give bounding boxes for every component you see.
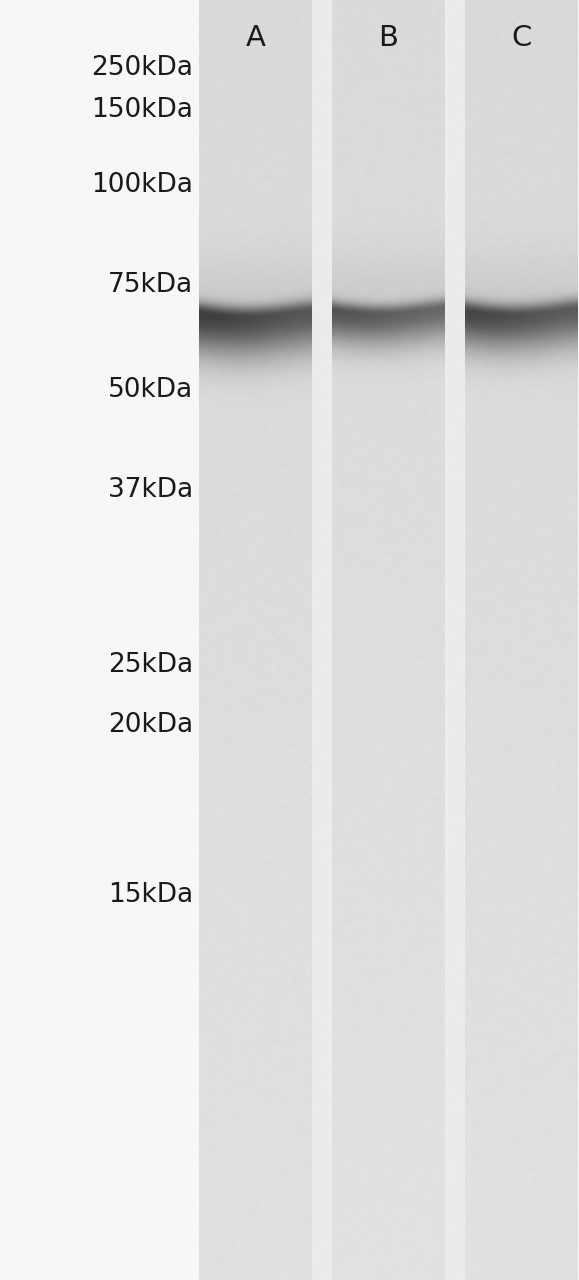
Text: 50kDa: 50kDa — [108, 378, 193, 403]
Text: 100kDa: 100kDa — [91, 172, 193, 198]
Text: 150kDa: 150kDa — [91, 97, 193, 123]
Text: B: B — [379, 24, 398, 52]
Text: 250kDa: 250kDa — [91, 55, 193, 81]
Text: 75kDa: 75kDa — [108, 271, 193, 298]
Text: 20kDa: 20kDa — [108, 712, 193, 739]
Text: C: C — [511, 24, 532, 52]
Text: A: A — [245, 24, 265, 52]
Text: 25kDa: 25kDa — [108, 652, 193, 678]
Text: 37kDa: 37kDa — [108, 477, 193, 503]
Text: 15kDa: 15kDa — [108, 882, 193, 908]
